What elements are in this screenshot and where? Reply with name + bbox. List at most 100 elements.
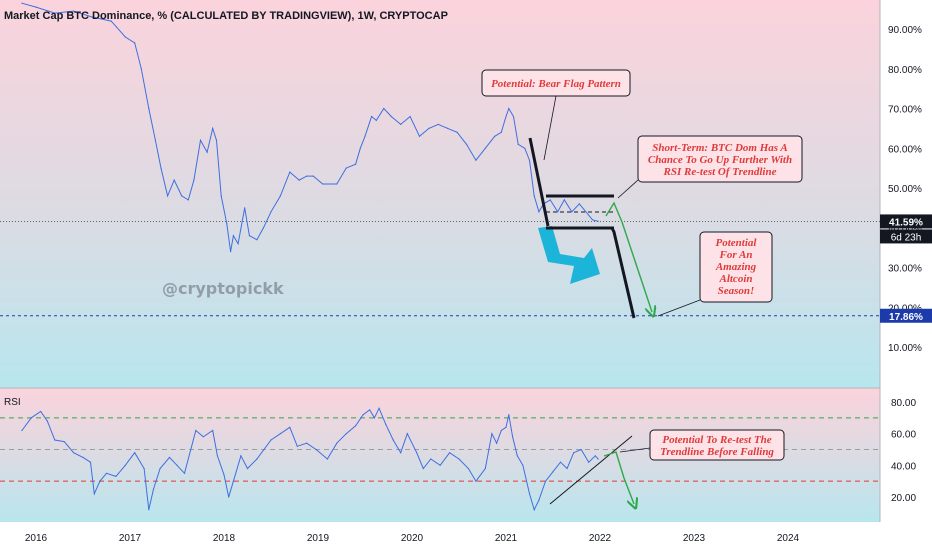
main-series-point — [538, 211, 540, 213]
rsi-series-point — [105, 472, 108, 474]
rsi-series-point — [326, 458, 328, 460]
y-tick-label: 50.00% — [888, 184, 922, 195]
rsi-series-point — [597, 458, 599, 460]
main-series-point — [244, 207, 246, 209]
x-tick-label: 2023 — [683, 533, 706, 544]
rsi-y-tick-label: 40.00 — [891, 461, 916, 472]
main-series-point — [409, 115, 411, 118]
rsi-series-point — [439, 464, 441, 466]
main-series-point — [390, 115, 392, 118]
x-tick-label: 2020 — [401, 533, 424, 544]
rsi-series-point — [430, 458, 432, 460]
rsi-series-point — [491, 433, 493, 435]
countdown-label: 6d 23h — [891, 232, 922, 243]
main-series-point — [73, 10, 75, 12]
main-series-point — [181, 195, 183, 197]
rsi-y-tick-label: 60.00 — [891, 430, 916, 441]
main-series-point — [167, 195, 169, 197]
rsi-series-point — [406, 433, 408, 435]
main-series-point — [359, 147, 361, 149]
rsi-series-point — [148, 509, 150, 511]
rsi-series-point — [373, 417, 375, 419]
main-series-point — [212, 127, 214, 129]
rsi-series-point — [159, 467, 161, 470]
main-series-point — [494, 135, 496, 137]
main-series-point — [232, 235, 234, 237]
main-series-point — [597, 220, 599, 222]
rsi-series-point — [508, 414, 510, 416]
rsi-series-point — [511, 436, 514, 438]
main-series-point — [465, 143, 468, 145]
rsi-series-point — [176, 464, 178, 466]
rsi-series-point — [505, 426, 507, 428]
rsi-series-point — [458, 458, 460, 460]
annotation-short-term-line-2: Chance To Go Up Further With — [648, 154, 792, 166]
y-tick-label: 80.00% — [888, 65, 922, 76]
rsi-trendline — [549, 435, 633, 505]
rsi-label: RSI — [4, 397, 21, 408]
chart-title: Market Cap BTC Dominance, % (CALCULATED … — [4, 10, 448, 22]
green-projection-path — [605, 201, 623, 223]
main-series-point — [187, 199, 189, 201]
main-series-point — [54, 12, 56, 14]
main-series-point — [336, 183, 338, 185]
main-series-point — [160, 167, 162, 169]
rsi-series-point — [246, 467, 249, 470]
rsi-series-point — [143, 467, 145, 470]
rsi-series-point — [21, 429, 23, 432]
main-series-point — [563, 199, 565, 201]
main-series-point — [124, 36, 126, 38]
rsi-series-point — [516, 455, 518, 457]
main-series-point — [140, 68, 142, 70]
y-tick-label: 20.00% — [888, 303, 922, 314]
annotation-altcoin-line-3: Amazing — [715, 261, 757, 273]
rsi-series-point — [223, 474, 225, 476]
main-series-point — [508, 107, 510, 110]
main-series-point — [248, 235, 250, 237]
rsi-series-point — [183, 472, 186, 474]
rsi-series-point — [580, 448, 582, 451]
rsi-series-point — [63, 441, 65, 443]
main-series-point — [400, 123, 402, 125]
annotation-altcoin-line-5: Season! — [718, 285, 755, 297]
rsi-series-point — [594, 455, 596, 457]
x-tick-label: 2024 — [777, 533, 800, 544]
main-series-point — [364, 135, 366, 137]
main-series-point — [383, 107, 385, 110]
main-series-point — [199, 139, 202, 141]
x-tick-label: 2017 — [119, 533, 142, 544]
rsi-series-point — [538, 499, 540, 501]
rsi-series-point — [484, 467, 486, 470]
main-series-point — [557, 211, 559, 213]
rsi-series-point — [99, 480, 101, 482]
main-series-point — [371, 115, 373, 118]
main-series-point — [226, 223, 228, 225]
main-series-point — [298, 179, 300, 181]
annotation-retest-line-1: Potential To Re-test The — [662, 434, 771, 446]
rsi-series-point — [566, 467, 568, 470]
annotation-altcoin-line-2: For An — [719, 249, 753, 261]
main-pane — [0, 2, 880, 317]
main-series-point — [206, 151, 208, 153]
rsi-series-point — [124, 464, 126, 466]
main-series-point — [585, 211, 587, 213]
main-series-point — [279, 195, 281, 197]
main-series-point — [475, 159, 477, 161]
rsi-series-point — [528, 493, 531, 495]
rsi-series-point — [522, 464, 524, 466]
rsi-series-point — [336, 442, 338, 444]
cyan-down-arrow-icon — [538, 226, 600, 284]
rsi-series-point — [552, 471, 554, 473]
main-series-point — [173, 179, 175, 181]
rsi-series-point — [345, 433, 347, 435]
rsi-series-point — [30, 417, 32, 419]
main-series-point — [215, 139, 218, 141]
rsi-series-point — [369, 409, 371, 411]
main-series-point — [447, 127, 449, 129]
rsi-series-point — [385, 423, 387, 425]
rsi-series-point — [496, 442, 498, 444]
main-series-point — [256, 239, 258, 241]
flag-pole-line — [528, 137, 550, 227]
main-series-point — [270, 211, 272, 213]
rsi-series-point — [422, 467, 424, 470]
